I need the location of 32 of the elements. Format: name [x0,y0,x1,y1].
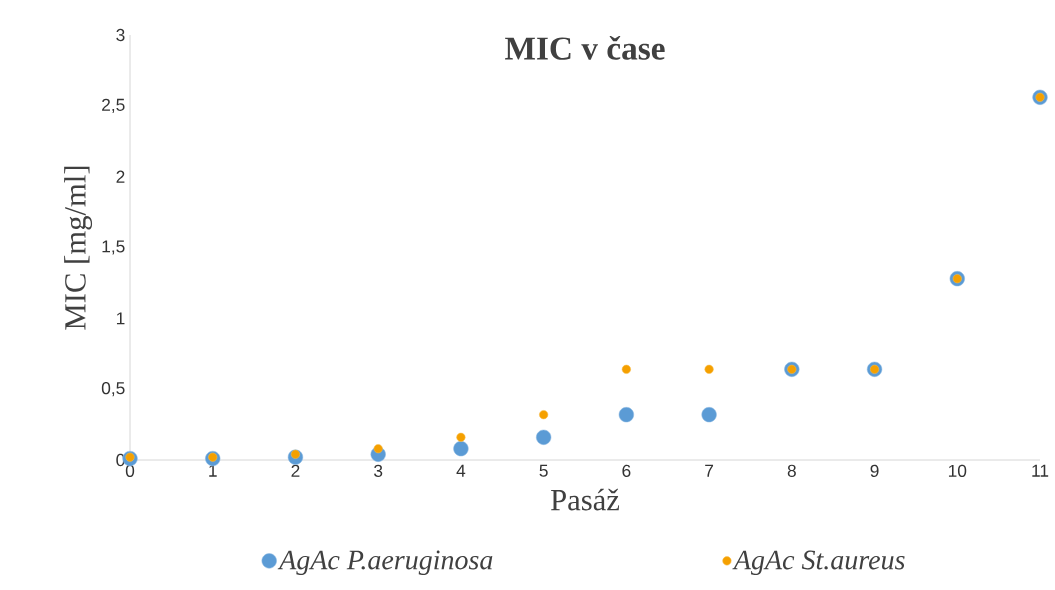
point [621,364,631,374]
point [704,364,714,374]
point [539,410,549,420]
chart-title: MIC v čase [505,35,665,60]
x-tick-label: 1 [209,464,217,477]
x-tick-label: 9 [870,464,879,477]
x-tick-label: 7 [705,464,714,477]
x-tick-label: 4 [456,464,466,477]
y-tick-label: 1,5 [102,240,125,255]
point [618,407,634,423]
x-tick-label: 10 [948,464,967,477]
y-tick-label: 1 [116,312,125,325]
x-tick-label: 6 [622,464,631,477]
y-tick-label: 3 [116,28,125,42]
legend-label: AgAc P.aeruginosa [277,550,493,576]
point [456,432,466,442]
x-axis-title: Pasáž [550,488,620,511]
y-tick-label: 0,5 [101,382,125,397]
point [453,441,469,457]
point [373,444,383,454]
y-tick-label: 2 [116,170,125,183]
y-tick-label: 2,5 [102,98,125,113]
x-tick-label: 11 [1032,464,1049,477]
x-tick-label: 2 [291,464,300,477]
point [536,429,552,445]
y-axis-title: MIC [mg/ml] [64,166,93,330]
legend-label: AgAc St.aureus [732,550,905,576]
x-tick-label: 3 [374,464,383,477]
x-tick-label: 5 [539,464,548,477]
x-tick-label: 0 [125,464,135,477]
x-tick-label: 8 [787,464,796,477]
point [701,407,717,423]
